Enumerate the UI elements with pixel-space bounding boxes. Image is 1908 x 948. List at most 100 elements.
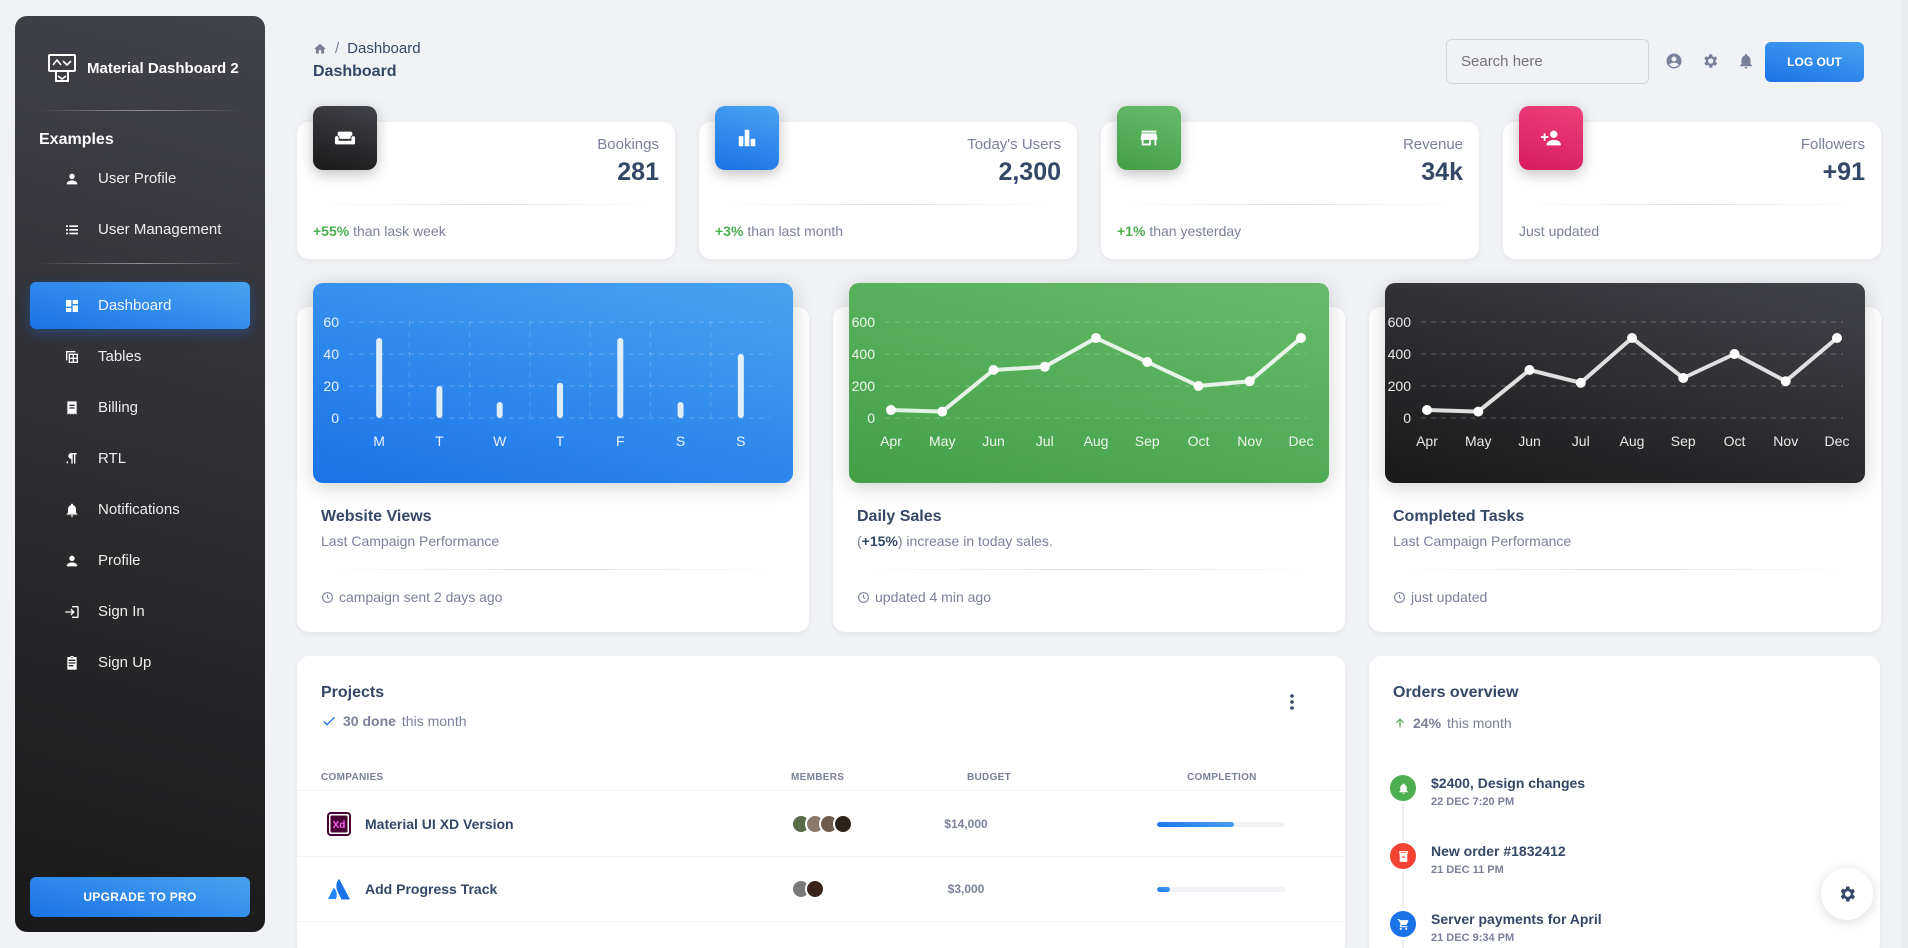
data-point (937, 406, 948, 417)
bar (677, 402, 684, 418)
chart-footer-text: just updated (1411, 589, 1488, 605)
stat-label: Today's Users (967, 136, 1061, 153)
data-point (1091, 333, 1101, 343)
project-name: Add Progress Track (365, 881, 498, 897)
sidebar-item-billing[interactable]: Billing (30, 384, 250, 431)
member-avatars (791, 814, 853, 834)
series-line (890, 336, 1303, 414)
home-icon[interactable] (313, 42, 327, 56)
upgrade-to-pro-button[interactable]: UPGRADE TO PRO (30, 877, 250, 917)
chart-card-completed-tasks: 0 200 400 600 Apr May Jun Jul Aug Sep Oct Nov Dec Co… (1369, 283, 1881, 632)
x-tick-label: Apr (880, 433, 902, 449)
sidebar-item-rtl[interactable]: RTL (30, 435, 250, 482)
y-tick-label: 20 (323, 378, 339, 394)
y-tick-label: 400 (1388, 346, 1412, 362)
stat-card-revenue: Revenue 34k +1% than yesterday (1101, 106, 1479, 259)
stat-icon-box (1117, 106, 1181, 170)
x-tick-label: Oct (1188, 433, 1210, 449)
chart-subtitle: Last Campaign Performance (321, 533, 500, 549)
stat-icon-box (313, 106, 377, 170)
chart-footer: just updated (1393, 589, 1487, 605)
timeline-item[interactable]: New order #1832412 21 DEC 11 PM (1387, 840, 1857, 900)
data-point (1142, 357, 1153, 367)
stat-footer: +1% than yesterday (1117, 223, 1241, 239)
x-tick-label: Jul (1036, 433, 1054, 449)
orders-percent: 24% (1413, 715, 1442, 731)
data-point (1296, 333, 1306, 343)
sidebar: Material Dashboard 2 Examples User Profi… (15, 16, 265, 932)
table-row[interactable]: Xd Material UI XD Version $14,000 (297, 792, 1345, 857)
chart-title: Website Views (321, 508, 432, 525)
x-tick-label: Sep (1135, 433, 1160, 449)
divider (1519, 204, 1865, 205)
person-icon (66, 555, 78, 566)
data-point (1729, 349, 1740, 359)
data-point (1524, 365, 1535, 375)
stat-card-followers: Followers +91 Just updated (1503, 106, 1881, 259)
subtitle-highlight: +15% (861, 533, 898, 549)
chart-box: 0 200 400 600 Apr May Jun Jul Aug Sep Oct Nov Dec (849, 283, 1329, 483)
completion-progress (1157, 822, 1285, 827)
bell-icon[interactable] (1737, 52, 1755, 70)
stat-change-text: than last month (747, 223, 844, 239)
bar (557, 382, 563, 418)
bell-icon (66, 503, 78, 517)
section-title-examples: Examples (39, 131, 114, 148)
configurator-button[interactable] (1821, 868, 1873, 920)
timeline-item[interactable]: $2400, Design changes 22 DEC 7:20 PM (1387, 772, 1857, 832)
avatar[interactable] (805, 879, 825, 899)
sidebar-item-tables[interactable]: Tables (30, 333, 250, 380)
sidebar-item-sign-up[interactable]: Sign Up (30, 639, 250, 686)
sidebar-item-sign-in[interactable]: Sign In (30, 588, 250, 635)
sidebar-item-notifications[interactable]: Notifications (30, 486, 250, 533)
breadcrumb-item[interactable]: Dashboard (347, 40, 421, 57)
brand[interactable]: Material Dashboard 2 (15, 16, 265, 96)
stat-value: +91 (1822, 158, 1865, 186)
divider (1117, 204, 1463, 205)
gear-icon[interactable] (1701, 52, 1719, 70)
sidebar-item-label: Notifications (98, 501, 180, 518)
stat-icon-box (1519, 106, 1583, 170)
chart-card-website-views: 0 20 40 60 M T W T F S S Website Views Last Campai… (297, 283, 809, 632)
stat-change-text: Just updated (1519, 223, 1600, 239)
search-input[interactable] (1446, 39, 1649, 84)
x-tick-label: T (435, 433, 444, 449)
data-point (1473, 406, 1484, 417)
timeline-item[interactable]: Server payments for April 21 DEC 9:34 PM (1387, 908, 1857, 948)
more-vert-icon[interactable] (1289, 694, 1295, 710)
avatar[interactable] (833, 814, 853, 834)
scrollbar[interactable] (1902, 0, 1908, 948)
x-tick-label: Dec (1289, 433, 1314, 449)
sidebar-item-dashboard[interactable]: Dashboard (30, 282, 250, 329)
x-tick-label: W (493, 433, 507, 449)
table-row[interactable]: Add Progress Track $3,000 (297, 857, 1345, 922)
brand-logo (48, 54, 76, 82)
sidebar-item-label: Sign Up (98, 654, 152, 671)
stat-change: +3% (715, 223, 744, 239)
bar (496, 402, 503, 418)
data-point (1193, 381, 1204, 391)
breadcrumb: / Dashboard (313, 40, 421, 57)
stat-label: Bookings (597, 136, 659, 153)
column-header: MEMBERS (791, 772, 845, 783)
logout-button[interactable]: LOG OUT (1765, 42, 1864, 82)
series-line (1426, 336, 1839, 414)
progress-fill (1157, 822, 1234, 827)
stat-value: 34k (1421, 158, 1463, 186)
project-budget: $14,000 (944, 817, 988, 831)
clock-icon (858, 591, 869, 603)
sidebar-item-profile[interactable]: Profile (30, 537, 250, 584)
stat-card-users: Today's Users 2,300 +3% than last month (699, 106, 1077, 259)
chart-card-daily-sales: 0 200 400 600 Apr May Jun Jul Aug Sep Oct Nov Dec Da… (833, 283, 1345, 632)
data-point (988, 365, 999, 375)
table-icon (66, 350, 78, 363)
sidebar-item-label: User Management (98, 221, 222, 238)
sidebar-item-user-management[interactable]: User Management (30, 206, 250, 253)
member-avatars (791, 879, 825, 899)
y-tick-label: 200 (1388, 378, 1412, 394)
data-point (1832, 333, 1842, 343)
chart-title: Daily Sales (857, 508, 942, 525)
sidebar-item-user-profile[interactable]: User Profile (30, 155, 250, 202)
account-circle-icon[interactable] (1665, 52, 1683, 70)
sidebar-item-label: User Profile (98, 170, 177, 187)
